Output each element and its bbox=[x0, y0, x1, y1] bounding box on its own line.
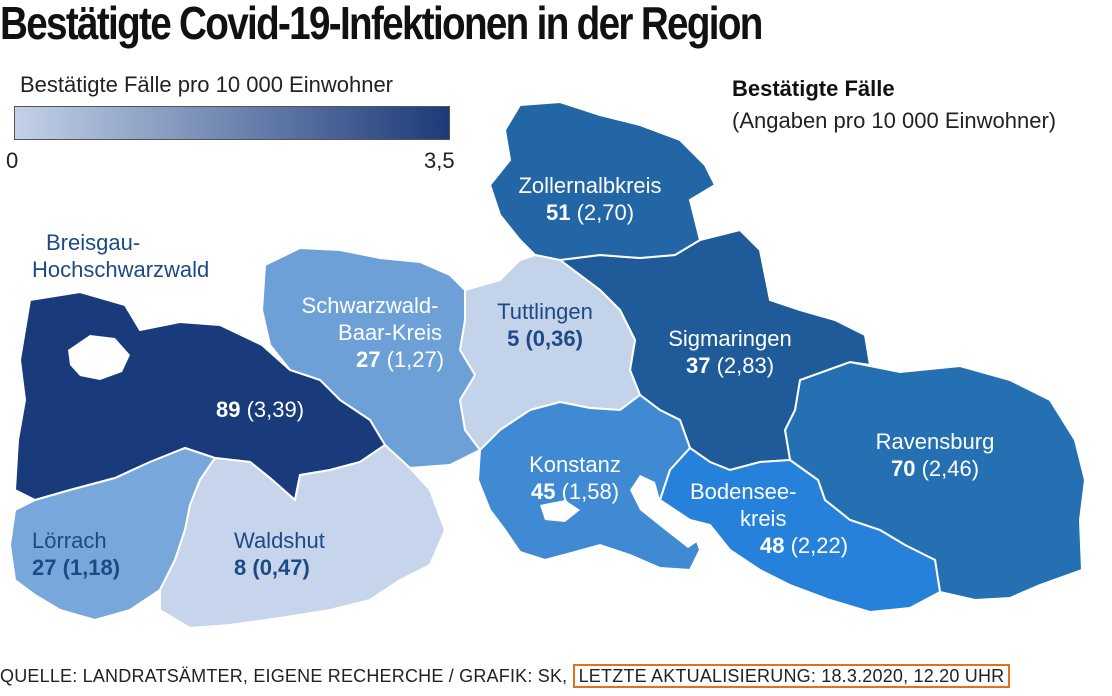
label-tuttlingen: Tuttlingen 5 (0,36) bbox=[470, 298, 620, 352]
page-title: Bestätigte Covid-19-Infektionen in der R… bbox=[0, 0, 763, 49]
label-schwarzwald-baar-kreis: Schwarzwald- Baar-Kreis 27 (1,27) bbox=[275, 292, 465, 373]
region-rate: (2,70) bbox=[576, 200, 635, 225]
region-zollernalbkreis[interactable] bbox=[488, 100, 717, 262]
label-bodenseekreis: Bodensee- kreis 48 (2,22) bbox=[680, 478, 880, 559]
label-ravensburg: Ravensburg 70 (2,46) bbox=[845, 428, 1025, 482]
region-bodenseekreis[interactable] bbox=[658, 446, 942, 614]
region-cases: 27 bbox=[32, 555, 57, 580]
lake-constance bbox=[630, 475, 700, 548]
label-zollernalbkreis: Zollernalbkreis 51 (2,70) bbox=[500, 172, 680, 226]
region-rate: (0,36) bbox=[525, 326, 583, 351]
info-subtitle: (Angaben pro 10 000 Einwohner) bbox=[732, 108, 1057, 133]
region-cases: 8 bbox=[234, 555, 247, 580]
label-breisgau-values: 89 (3,39) bbox=[190, 396, 330, 423]
legend-max-value: 3,5 bbox=[424, 148, 455, 173]
region-name-line1: Schwarzwald- bbox=[301, 293, 439, 318]
region-waldshut[interactable] bbox=[159, 443, 447, 630]
region-name: Tuttlingen bbox=[497, 299, 593, 324]
region-cases: 48 bbox=[760, 533, 785, 558]
last-updated: LETZTE AKTUALISIERUNG: 18.3.2020, 12.20 … bbox=[572, 664, 1011, 688]
region-rate: (0,47) bbox=[252, 555, 310, 580]
region-name: Ravensburg bbox=[875, 429, 995, 454]
region-name-line2: Hochschwarzwald bbox=[32, 257, 210, 282]
region-rate: (2,46) bbox=[921, 456, 980, 481]
label-waldshut: Waldshut 8 (0,47) bbox=[234, 527, 325, 581]
label-sigmaringen: Sigmaringen 37 (2,83) bbox=[640, 325, 820, 379]
legend-label: Bestätigte Fälle pro 10 000 Einwohner bbox=[20, 72, 394, 97]
legend-color-scale bbox=[14, 106, 450, 140]
region-name-line2: kreis bbox=[740, 506, 787, 531]
breisgau-enclave bbox=[68, 335, 130, 380]
region-name: Lörrach bbox=[32, 528, 107, 553]
region-rate: (1,58) bbox=[561, 479, 620, 504]
label-konstanz: Konstanz 45 (1,58) bbox=[500, 451, 650, 505]
region-name: Sigmaringen bbox=[668, 326, 792, 351]
region-name: Waldshut bbox=[234, 528, 325, 553]
region-name: Konstanz bbox=[529, 452, 621, 477]
label-loerrach: Lörrach 27 (1,18) bbox=[32, 527, 120, 581]
region-name-line1: Bodensee- bbox=[690, 479, 797, 504]
region-rate: (1,18) bbox=[62, 555, 121, 580]
region-cases: 37 bbox=[685, 353, 711, 378]
region-rate: (3,39) bbox=[246, 397, 305, 422]
info-title: Bestätigte Fälle bbox=[732, 76, 895, 101]
region-cases: 45 bbox=[530, 479, 556, 504]
region-name-line2: Baar-Kreis bbox=[338, 320, 442, 345]
region-cases: 5 bbox=[507, 326, 520, 351]
region-name: Zollernalbkreis bbox=[518, 173, 662, 198]
region-cases: 89 bbox=[215, 397, 241, 422]
region-cases: 51 bbox=[545, 200, 571, 225]
source-text: QUELLE: LANDRATSÄMTER, EIGENE RECHERCHE … bbox=[0, 666, 568, 686]
source-line: QUELLE: LANDRATSÄMTER, EIGENE RECHERCHE … bbox=[0, 664, 1011, 688]
region-name-line1: Breisgau- bbox=[46, 230, 141, 255]
region-rate: (2,83) bbox=[716, 353, 775, 378]
lake-untersee bbox=[540, 500, 580, 522]
region-cases: 70 bbox=[890, 456, 916, 481]
region-rate: (1,27) bbox=[386, 347, 445, 372]
label-breisgau-name: Breisgau- Hochschwarzwald bbox=[32, 229, 209, 283]
legend-min-value: 0 bbox=[6, 148, 19, 173]
region-cases: 27 bbox=[355, 347, 381, 372]
region-rate: (2,22) bbox=[790, 533, 849, 558]
